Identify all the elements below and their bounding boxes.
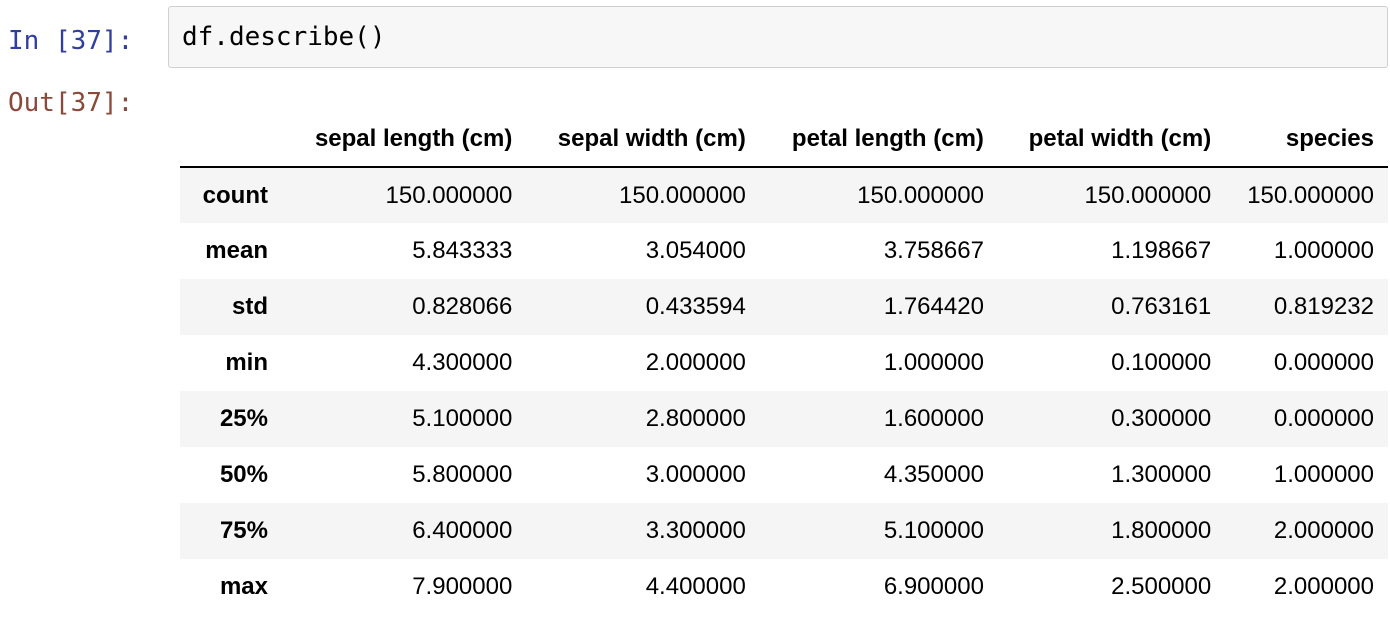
table-row: std 0.828066 0.433594 1.764420 0.763161 … bbox=[180, 279, 1388, 335]
table-cell: 2.500000 bbox=[1111, 573, 1212, 600]
input-prompt: In [37]: bbox=[8, 26, 134, 56]
table-cell: 150.000000 bbox=[1247, 181, 1374, 209]
table-header-row: sepal length (cm) sepal width (cm) petal… bbox=[180, 112, 1388, 168]
table-cell: 0.100000 bbox=[1111, 349, 1212, 376]
table-row: 25% 5.100000 2.800000 1.600000 0.300000 … bbox=[180, 391, 1388, 447]
table-row: 50% 5.800000 3.000000 4.350000 1.300000 … bbox=[180, 447, 1388, 503]
row-label: max bbox=[219, 573, 268, 600]
output-prompt: Out[37]: bbox=[8, 88, 134, 118]
table-cell: 0.433594 bbox=[645, 293, 746, 320]
table-cell: 0.300000 bbox=[1111, 405, 1212, 432]
table-cell: 5.100000 bbox=[412, 405, 513, 432]
describe-output-table: sepal length (cm) sepal width (cm) petal… bbox=[180, 112, 1388, 615]
table-cell: 1.000000 bbox=[883, 349, 984, 376]
table-cell: 3.000000 bbox=[645, 461, 746, 488]
table-corner-cell bbox=[180, 112, 282, 168]
table-cell: 4.350000 bbox=[883, 461, 984, 488]
row-label: mean bbox=[205, 237, 268, 264]
table-cell: 0.000000 bbox=[1273, 349, 1374, 376]
table-row: count 150.000000 150.000000 150.000000 1… bbox=[180, 167, 1388, 223]
code-input-cell[interactable]: df.describe() bbox=[168, 6, 1388, 68]
table-cell: 1.000000 bbox=[1273, 237, 1374, 264]
table-cell: 2.000000 bbox=[1273, 517, 1374, 544]
table-cell: 1.000000 bbox=[1273, 461, 1374, 488]
column-header: petal width (cm) bbox=[997, 112, 1226, 168]
table-cell: 0.819232 bbox=[1273, 293, 1374, 320]
row-label: 25% bbox=[219, 405, 268, 432]
row-label: std bbox=[232, 293, 268, 320]
table-cell: 150.000000 bbox=[1084, 181, 1212, 209]
table-row: mean 5.843333 3.054000 3.758667 1.198667… bbox=[180, 223, 1388, 279]
column-header: species bbox=[1225, 112, 1388, 168]
table-cell: 3.054000 bbox=[645, 237, 746, 264]
table-cell: 0.828066 bbox=[412, 293, 513, 320]
table-cell: 6.400000 bbox=[412, 517, 513, 544]
table-cell: 150.000000 bbox=[385, 181, 513, 209]
table-cell: 150.000000 bbox=[619, 181, 746, 209]
row-label: count bbox=[202, 181, 268, 209]
table-cell: 5.100000 bbox=[883, 517, 984, 544]
table-cell: 1.198667 bbox=[1111, 237, 1212, 264]
table-cell: 0.763161 bbox=[1111, 293, 1212, 320]
column-header: petal length (cm) bbox=[759, 112, 998, 168]
table-row: 75% 6.400000 3.300000 5.100000 1.800000 … bbox=[180, 503, 1388, 559]
table-cell: 3.300000 bbox=[645, 517, 746, 544]
table-cell: 0.000000 bbox=[1273, 405, 1374, 432]
table-cell: 3.758667 bbox=[883, 237, 984, 264]
table-cell: 5.800000 bbox=[412, 461, 513, 488]
row-label: 50% bbox=[219, 461, 268, 488]
table-row: max 7.900000 4.400000 6.900000 2.500000 … bbox=[180, 559, 1388, 615]
table-cell: 2.800000 bbox=[645, 405, 746, 432]
table-cell: 2.000000 bbox=[1273, 573, 1374, 600]
column-header: sepal length (cm) bbox=[282, 112, 527, 168]
table-cell: 7.900000 bbox=[412, 573, 513, 600]
table-cell: 4.300000 bbox=[412, 349, 513, 376]
table-cell: 1.764420 bbox=[883, 293, 984, 320]
table-cell: 150.000000 bbox=[857, 181, 984, 209]
table-cell: 2.000000 bbox=[645, 349, 746, 376]
table-cell: 1.600000 bbox=[883, 405, 984, 432]
row-label: 75% bbox=[219, 517, 268, 544]
table-cell: 1.300000 bbox=[1111, 461, 1212, 488]
code-text[interactable]: df.describe() bbox=[182, 22, 386, 52]
table-row: min 4.300000 2.000000 1.000000 0.100000 … bbox=[180, 335, 1388, 391]
row-label: min bbox=[225, 349, 268, 376]
column-header: sepal width (cm) bbox=[526, 112, 760, 168]
table-cell: 1.800000 bbox=[1111, 517, 1212, 544]
table-cell: 4.400000 bbox=[645, 573, 746, 600]
table-cell: 6.900000 bbox=[883, 573, 984, 600]
table-cell: 5.843333 bbox=[412, 237, 513, 264]
